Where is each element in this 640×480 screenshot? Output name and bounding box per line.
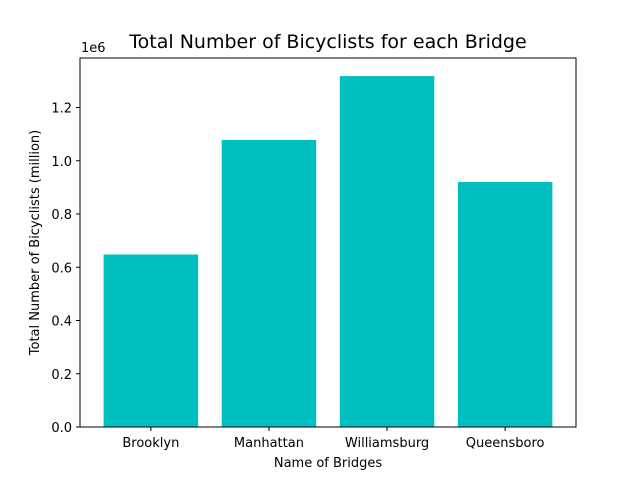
chart-title: Total Number of Bicyclists for each Brid…	[128, 31, 526, 53]
plot-area: Brooklyn Manhattan Williamsburg Queensboro …	[51, 57, 577, 451]
y-tick-label: 0.2	[51, 368, 72, 383]
y-axis-label: Total Number of Bicyclists (million)	[28, 130, 43, 356]
bar-manhattan	[221, 140, 317, 427]
y-tick-label: 0.0	[51, 421, 72, 436]
y-tick-label: 0.4	[51, 315, 72, 330]
x-axis-ticks: Brooklyn Manhattan Williamsburg Queensboro	[122, 427, 545, 451]
y-tick-label: 0.6	[51, 261, 72, 276]
x-tick-label: Brooklyn	[122, 436, 179, 451]
x-axis-label: Name of Bridges	[274, 456, 383, 471]
bars-group	[103, 76, 553, 428]
y-tick-label: 1.2	[51, 102, 72, 117]
y-axis-ticks: 0.0 0.2 0.4 0.6 0.8 1.0 1.2	[51, 102, 80, 436]
bar-queensboro	[457, 182, 553, 427]
y-tick-label: 1.0	[51, 155, 72, 170]
x-tick-label: Manhattan	[234, 436, 304, 451]
x-tick-label: Williamsburg	[345, 436, 429, 451]
bar-williamsburg	[339, 76, 435, 428]
plot-frame	[79, 57, 577, 428]
y-axis-offset-label: 1e6	[81, 41, 106, 56]
bar-brooklyn	[103, 254, 199, 427]
x-tick-label: Queensboro	[466, 436, 545, 451]
y-tick-label: 0.8	[51, 208, 72, 223]
